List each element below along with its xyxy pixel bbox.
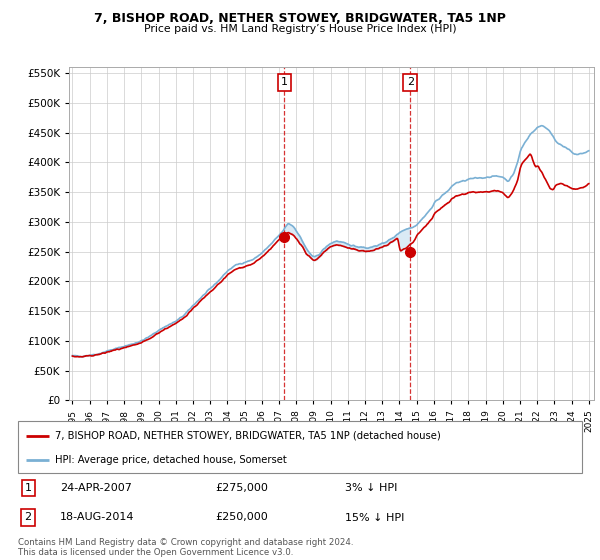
FancyBboxPatch shape — [18, 421, 582, 473]
Text: 2: 2 — [407, 77, 414, 87]
Text: £275,000: £275,000 — [215, 483, 268, 493]
Text: Price paid vs. HM Land Registry’s House Price Index (HPI): Price paid vs. HM Land Registry’s House … — [143, 24, 457, 34]
Text: 2: 2 — [25, 512, 32, 522]
Text: £250,000: £250,000 — [215, 512, 268, 522]
Text: 1: 1 — [25, 483, 32, 493]
Text: 15% ↓ HPI: 15% ↓ HPI — [345, 512, 404, 522]
Text: HPI: Average price, detached house, Somerset: HPI: Average price, detached house, Some… — [55, 455, 286, 465]
Text: 7, BISHOP ROAD, NETHER STOWEY, BRIDGWATER, TA5 1NP (detached house): 7, BISHOP ROAD, NETHER STOWEY, BRIDGWATE… — [55, 431, 440, 441]
Text: 24-APR-2007: 24-APR-2007 — [60, 483, 132, 493]
Text: 7, BISHOP ROAD, NETHER STOWEY, BRIDGWATER, TA5 1NP: 7, BISHOP ROAD, NETHER STOWEY, BRIDGWATE… — [94, 12, 506, 25]
Text: Contains HM Land Registry data © Crown copyright and database right 2024.
This d: Contains HM Land Registry data © Crown c… — [18, 538, 353, 557]
Text: 18-AUG-2014: 18-AUG-2014 — [60, 512, 135, 522]
Text: 3% ↓ HPI: 3% ↓ HPI — [345, 483, 397, 493]
Text: 1: 1 — [281, 77, 288, 87]
